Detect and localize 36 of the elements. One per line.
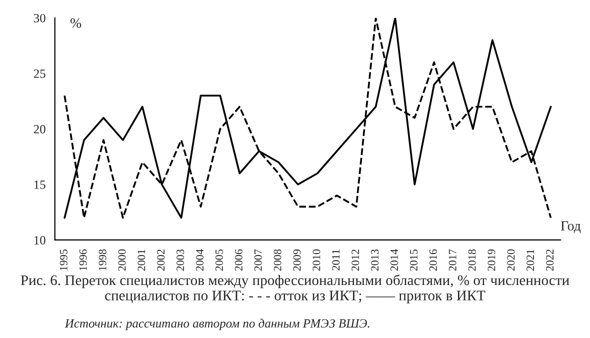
x-tick-label: 2017 xyxy=(448,249,456,271)
text: Рис. 6. Переток специалистов между профессиональными областями, % от численности специалистов по ИКТ: - - - отток из ИКТ; —— приток в ИКТ xyxy=(20,274,570,304)
x-tick-label: 2002 xyxy=(157,250,165,271)
x-tick-label: 2021 xyxy=(526,250,534,271)
x-tick-label: 1998 xyxy=(98,249,106,270)
x-tick-label: 2007 xyxy=(254,249,262,271)
x-tick-label: 2013 xyxy=(371,249,379,271)
y-tick-label: 15 xyxy=(34,180,46,189)
y-axis-title: % xyxy=(70,18,82,28)
x-tick-label: 2016 xyxy=(429,249,437,271)
x-tick-label: 2009 xyxy=(293,249,301,271)
x-tick-label: 2022 xyxy=(546,250,554,271)
x-tick-label: 2020 xyxy=(507,249,515,271)
x-tick-label: 2005 xyxy=(215,249,223,271)
x-tick-label: 1995 xyxy=(60,249,68,270)
x-tick-label: 2019 xyxy=(488,249,496,271)
x-tick-label: 2012 xyxy=(352,250,360,271)
y-tick-label: 20 xyxy=(34,124,46,134)
x-tick-label: 2000 xyxy=(118,249,126,271)
x-tick-label: 2014 xyxy=(390,249,398,271)
line-series xyxy=(64,18,552,219)
y-tick-label: 30 xyxy=(34,14,46,22)
x-axis-title: Год xyxy=(560,221,581,234)
x-tick-label: 2010 xyxy=(312,249,320,271)
x-tick-label: 2008 xyxy=(274,249,282,271)
x-tick-label: 2003 xyxy=(176,249,184,271)
x-tick-label: 2001 xyxy=(138,250,146,271)
x-tick-label: 1996 xyxy=(79,249,87,270)
x-tick-label: 2015 xyxy=(410,249,418,271)
y-tick-label: 10 xyxy=(34,236,46,244)
x-tick-label: 2018 xyxy=(468,249,476,271)
x-tick-label: 2011 xyxy=(332,250,340,270)
y-tick-label: 25 xyxy=(34,69,46,78)
x-tick-label: 2004 xyxy=(196,249,204,271)
x-tick-label: 2006 xyxy=(234,249,242,271)
text: Источник: рассчитано автором по данным РМЭЗ ВШЭ. xyxy=(64,318,370,330)
